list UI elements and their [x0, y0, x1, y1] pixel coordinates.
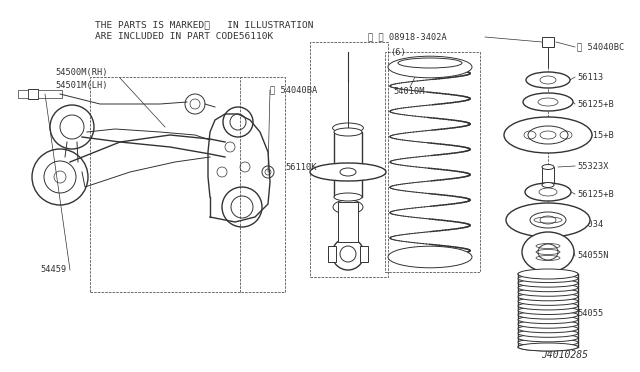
Ellipse shape — [518, 297, 578, 305]
Bar — [310, 42, 388, 277]
Text: 54034: 54034 — [577, 219, 604, 228]
Ellipse shape — [518, 279, 578, 287]
Text: ARE INCLUDED IN PART CODE56110K: ARE INCLUDED IN PART CODE56110K — [95, 32, 273, 41]
Ellipse shape — [310, 163, 386, 181]
Text: ※ 54040BC: ※ 54040BC — [577, 42, 624, 51]
Ellipse shape — [518, 293, 578, 301]
Text: 56115+B: 56115+B — [577, 131, 614, 140]
Ellipse shape — [518, 302, 578, 310]
Bar — [328, 246, 336, 262]
Text: 56125+B: 56125+B — [577, 99, 614, 109]
Ellipse shape — [518, 320, 578, 328]
Ellipse shape — [518, 343, 578, 351]
Ellipse shape — [340, 168, 356, 176]
Text: 54500M(RH): 54500M(RH) — [55, 67, 108, 77]
Ellipse shape — [518, 270, 578, 278]
Bar — [38, 90, 62, 98]
Ellipse shape — [388, 246, 472, 268]
Bar — [18, 90, 28, 98]
Bar — [338, 202, 358, 242]
Ellipse shape — [333, 200, 363, 214]
Bar — [360, 246, 368, 262]
Ellipse shape — [518, 315, 578, 324]
Ellipse shape — [526, 72, 570, 88]
Ellipse shape — [523, 93, 573, 111]
Text: 56113: 56113 — [577, 73, 604, 81]
Ellipse shape — [518, 329, 578, 337]
Text: ※ 54040BA: ※ 54040BA — [270, 86, 317, 94]
Bar — [542, 37, 554, 47]
Ellipse shape — [518, 343, 578, 351]
Ellipse shape — [518, 288, 578, 296]
Text: 54055: 54055 — [577, 310, 604, 318]
Ellipse shape — [525, 183, 571, 201]
Ellipse shape — [518, 284, 578, 292]
Text: THE PARTS IS MARKED※   IN ILLUSTRATION: THE PARTS IS MARKED※ IN ILLUSTRATION — [95, 20, 314, 29]
Bar — [334, 132, 362, 197]
Bar — [90, 77, 285, 292]
Text: 56125+B: 56125+B — [577, 189, 614, 199]
Ellipse shape — [504, 117, 592, 153]
Ellipse shape — [334, 128, 362, 136]
Ellipse shape — [518, 339, 578, 346]
Ellipse shape — [518, 307, 578, 314]
Ellipse shape — [333, 123, 364, 133]
Ellipse shape — [522, 232, 574, 272]
Ellipse shape — [518, 334, 578, 342]
Text: J4010285: J4010285 — [541, 350, 588, 360]
Ellipse shape — [518, 275, 578, 283]
Bar — [542, 167, 554, 185]
Ellipse shape — [388, 56, 472, 78]
Ellipse shape — [518, 311, 578, 319]
Ellipse shape — [518, 269, 578, 279]
Text: 54055N: 54055N — [577, 251, 609, 260]
Text: 55323X: 55323X — [577, 161, 609, 170]
Ellipse shape — [518, 325, 578, 333]
Text: 54010M: 54010M — [393, 87, 424, 96]
Ellipse shape — [398, 58, 462, 68]
Ellipse shape — [542, 164, 554, 170]
Ellipse shape — [542, 183, 554, 187]
Bar — [28, 89, 38, 99]
Text: 54459: 54459 — [40, 266, 67, 275]
Ellipse shape — [334, 193, 362, 201]
Text: 54501M(LH): 54501M(LH) — [55, 80, 108, 90]
Text: 56110K: 56110K — [285, 163, 317, 171]
Text: ※ Ⓝ 08918-3402A: ※ Ⓝ 08918-3402A — [368, 32, 447, 42]
Bar — [385, 52, 480, 272]
Ellipse shape — [506, 203, 590, 237]
Text: (6): (6) — [390, 48, 406, 57]
